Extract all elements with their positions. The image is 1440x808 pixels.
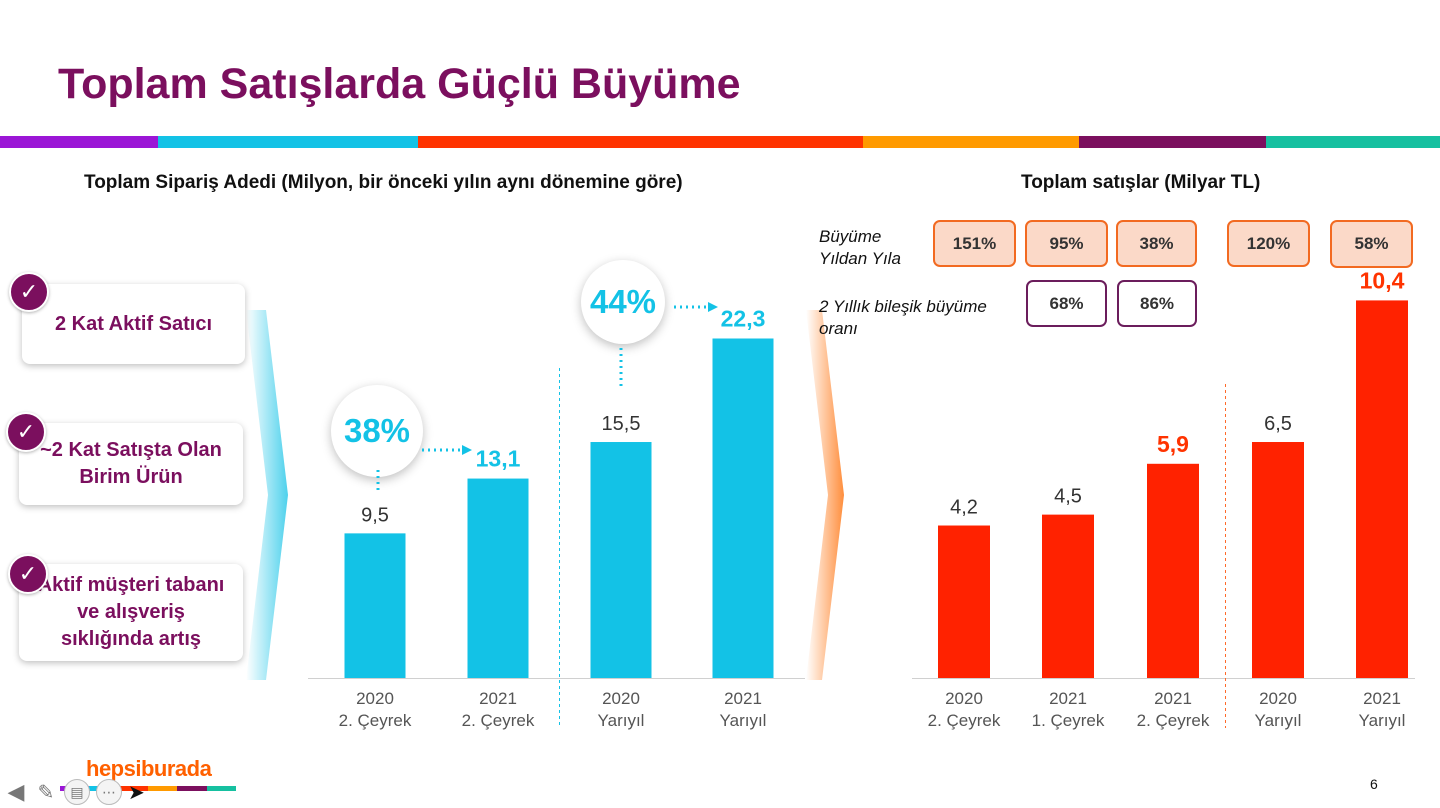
category-label: 2021 xyxy=(479,689,517,708)
cagr-growth-pill: 68% xyxy=(1026,280,1107,327)
category-label: 2020 xyxy=(356,689,394,708)
growth-bubble-label: 38% xyxy=(343,412,411,449)
bar-value-label: 22,3 xyxy=(721,305,766,331)
growth-bubble: 38% xyxy=(331,385,423,477)
strip-segment xyxy=(177,786,207,791)
color-strip xyxy=(0,136,1440,148)
growth-bubble-label: 44% xyxy=(589,283,657,320)
bar xyxy=(712,338,774,678)
bar-value-label: 5,9 xyxy=(1157,431,1189,457)
strip-segment xyxy=(0,136,158,148)
cagr-growth-pill: 86% xyxy=(1117,280,1197,327)
yoy-growth-pill: 120% xyxy=(1227,220,1310,267)
category-label: 2. Çeyrek xyxy=(928,711,1001,730)
highlight-card: 2 Kat Aktif Satıcı xyxy=(22,284,245,364)
slide-title: Toplam Satışlarda Güçlü Büyüme xyxy=(58,60,741,108)
yoy-growth-value: 58% xyxy=(1354,234,1389,253)
strip-segment xyxy=(1266,136,1440,148)
category-label: 1. Çeyrek xyxy=(1032,711,1105,730)
blue-chevron-decoration xyxy=(246,310,288,680)
bar xyxy=(467,478,529,678)
highlight-card-label: 2 Kat Aktif Satıcı xyxy=(54,312,213,335)
category-label: Yarıyıl xyxy=(598,711,645,730)
yoy-growth-value: 120% xyxy=(1246,233,1291,253)
checkmark-icon: ✓ xyxy=(8,554,48,594)
presentation-toolbar: ◀ ✎ ▤ ⋯ ➤ xyxy=(4,778,145,806)
highlight-card-label: ~2 Kat Satışta Olan Birim Ürün xyxy=(40,439,222,488)
category-label: 2021 xyxy=(724,689,762,708)
category-label: 2. Çeyrek xyxy=(1137,711,1210,730)
page-number: 6 xyxy=(1370,776,1378,792)
category-label: 2020 xyxy=(602,689,640,708)
bar xyxy=(1042,514,1094,678)
bar-value-label: 13,1 xyxy=(476,446,521,472)
highlight-card-label: Aktif müşteri tabanı ve alışveriş sıklığ… xyxy=(37,574,225,650)
bar-value-label: 4,2 xyxy=(950,497,978,519)
strip-segment xyxy=(118,786,148,791)
strip-segment xyxy=(147,786,178,791)
growth-arrow xyxy=(376,445,472,492)
more-icon[interactable]: ⋯ xyxy=(96,779,122,805)
category-label: 2020 xyxy=(1259,689,1297,708)
bar-value-label: 9,5 xyxy=(361,504,389,526)
category-label: 2. Çeyrek xyxy=(339,711,412,730)
yoy-growth-pill: 58% xyxy=(1330,220,1413,268)
yoy-growth-pill: 95% xyxy=(1025,220,1108,267)
category-label: 2. Çeyrek xyxy=(462,711,535,730)
slides-icon[interactable]: ▤ xyxy=(64,779,90,805)
category-label: 2020 xyxy=(945,689,983,708)
bar-value-label: 15,5 xyxy=(602,413,641,435)
highlight-card: Aktif müşteri tabanı ve alışveriş sıklığ… xyxy=(19,564,243,661)
bar-value-label: 4,5 xyxy=(1054,486,1082,508)
category-label: 2021 xyxy=(1154,689,1192,708)
category-label: Yarıyıl xyxy=(720,711,767,730)
mouse-pointer-icon: ➤ xyxy=(128,781,145,804)
yoy-growth-value: 151% xyxy=(952,233,997,253)
bar xyxy=(1356,300,1408,678)
bar-value-label: 6,5 xyxy=(1264,413,1292,435)
strip-segment xyxy=(863,136,1079,148)
yoy-growth-value: 95% xyxy=(1049,233,1084,253)
highlight-card: ~2 Kat Satışta Olan Birim Ürün xyxy=(19,423,243,505)
strip-segment xyxy=(158,136,418,148)
category-label: 2021 xyxy=(1049,689,1087,708)
yoy-growth-pill: 151% xyxy=(933,220,1016,267)
pen-icon[interactable]: ✎ xyxy=(37,781,55,804)
bar xyxy=(1147,463,1199,678)
category-label: Yarıyıl xyxy=(1359,711,1406,730)
growth-arrow xyxy=(619,302,718,386)
checkmark-icon: ✓ xyxy=(6,412,46,452)
hepsiburada-logo: hepsiburada xyxy=(86,756,212,781)
sales-bar-chart: 4,2 2020 2. Çeyrek 4,5 2021 1. Çeyrek 5,9 2021 2… xyxy=(912,270,1415,730)
sales-chart-title: Toplam satışlar (Milyar TL) xyxy=(1021,172,1261,193)
bar xyxy=(590,442,652,678)
category-label: Yarıyıl xyxy=(1255,711,1302,730)
orange-chevron-decoration xyxy=(806,310,844,680)
cagr-growth-value: 68% xyxy=(1049,293,1084,313)
arrow-left-icon[interactable]: ◀ xyxy=(7,779,25,804)
bar xyxy=(938,525,990,678)
bar xyxy=(1252,442,1304,678)
cagr-growth-label: 2 Yıllık bileşik büyüme oranı xyxy=(819,297,987,338)
strip-segment xyxy=(418,136,863,148)
orders-bar-chart: 9,5 2020 2. Çeyrek 13,1 2021 2. Çeyrek 15,5 202… xyxy=(308,305,805,730)
cagr-growth-value: 86% xyxy=(1139,293,1175,313)
growth-bubble: 44% xyxy=(581,260,665,344)
yoy-growth-pill: 38% xyxy=(1116,220,1197,267)
strip-segment xyxy=(1079,136,1266,148)
bar-value-label: 10,4 xyxy=(1360,270,1405,293)
strip-segment xyxy=(206,786,236,791)
checkmark-icon: ✓ xyxy=(9,272,49,312)
yoy-growth-label: Büyüme Yıldan Yıla xyxy=(819,227,901,268)
orders-chart-title: Toplam Sipariş Adedi (Milyon, bir önceki… xyxy=(84,172,683,193)
bar xyxy=(344,533,406,678)
yoy-growth-value: 38% xyxy=(1139,233,1174,253)
category-label: 2021 xyxy=(1363,689,1401,708)
